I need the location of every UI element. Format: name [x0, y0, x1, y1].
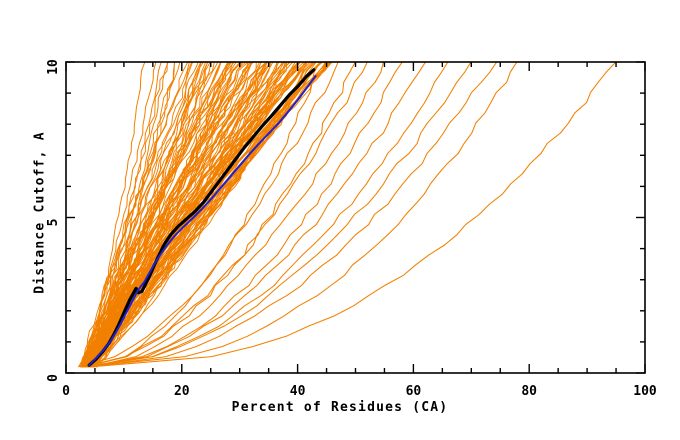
prediction-curve	[85, 62, 162, 368]
y-tick-label: 5	[46, 219, 61, 227]
prediction-curve	[82, 62, 190, 368]
axis-layer	[65, 61, 646, 374]
y-axis-label: Distance Cutoff, A	[32, 131, 48, 294]
prediction-outlier-curve	[81, 62, 472, 368]
prediction-outlier-curve	[80, 62, 339, 368]
x-tick-label: 40	[290, 384, 306, 399]
curve-layer	[78, 62, 617, 368]
prediction-outlier-curve	[90, 62, 498, 368]
prediction-curve	[88, 62, 311, 368]
reference-curve-best-model-black	[87, 68, 316, 367]
x-tick-label: 20	[174, 384, 190, 399]
y-tick-label: 0	[46, 374, 61, 382]
prediction-curve	[83, 62, 169, 368]
x-tick-label: 80	[521, 384, 537, 399]
prediction-curve	[92, 62, 247, 368]
prediction-outlier-curve	[83, 62, 368, 368]
reference-curve-reference-blue	[88, 75, 317, 367]
prediction-curve	[87, 62, 300, 368]
x-tick-label: 100	[633, 384, 657, 399]
prediction-curve	[96, 62, 332, 368]
x-axis-label: Percent of Residues (CA)	[231, 400, 449, 415]
prediction-curve	[81, 62, 146, 368]
prediction-curve	[80, 62, 157, 368]
prediction-outlier-curve	[91, 62, 384, 368]
prediction-outlier-curve	[82, 62, 356, 368]
prediction-curve	[79, 62, 243, 368]
prediction-outlier-curve	[87, 62, 427, 368]
x-tick-label: 60	[406, 384, 422, 399]
y-tick-label: 10	[46, 59, 61, 75]
prediction-outlier-curve	[88, 62, 403, 368]
x-tick-label: 0	[62, 384, 70, 399]
prediction-outlier-curve	[85, 62, 518, 368]
tick-label-layer: 0 20 40 60 80 100 0 5 10	[46, 59, 657, 399]
prediction-outlier-curve	[84, 62, 322, 368]
prediction-curve	[86, 62, 199, 368]
prediction-outlier-curve	[89, 62, 449, 368]
prediction-outlier-curve	[91, 62, 617, 368]
